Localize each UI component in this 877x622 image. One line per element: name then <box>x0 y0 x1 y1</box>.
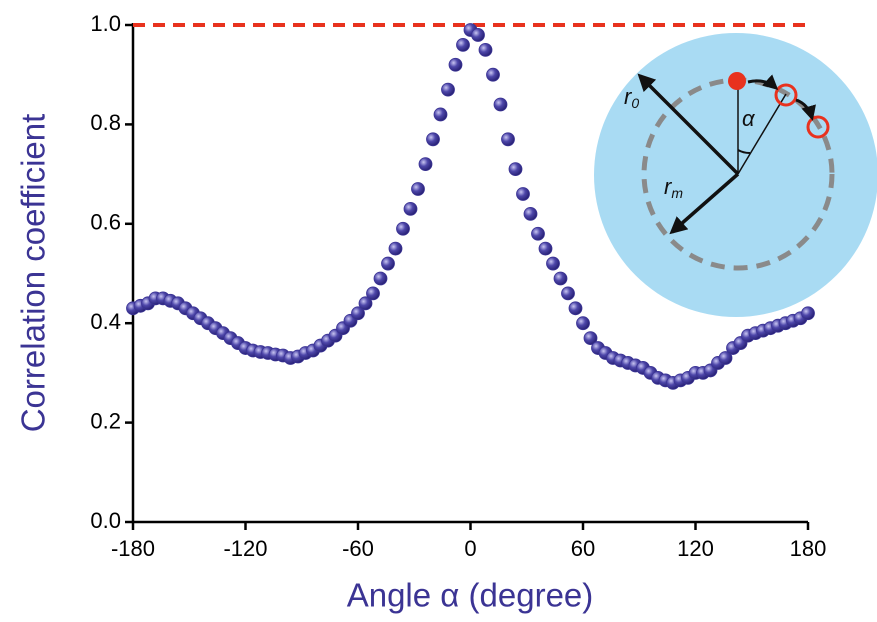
x-axis-title: Angle α (degree) <box>347 577 594 614</box>
inset-arrow <box>747 74 779 91</box>
point <box>388 241 403 256</box>
point <box>508 162 523 177</box>
inset-dot <box>774 83 798 107</box>
point <box>568 301 583 316</box>
point <box>381 256 395 271</box>
y-tick-label: 0.8 <box>90 110 121 135</box>
label-main: r <box>664 174 673 199</box>
point <box>553 271 568 286</box>
point <box>493 97 508 112</box>
x-tick-label: -120 <box>223 536 267 561</box>
point <box>531 226 545 241</box>
point <box>561 286 575 301</box>
inset-ref <box>737 93 787 175</box>
rm-arrow <box>669 172 740 235</box>
inset-dot <box>806 115 830 139</box>
inset-arrow <box>795 98 816 121</box>
x-tick-label: -180 <box>111 536 155 561</box>
label-sub: 0 <box>631 95 639 111</box>
point <box>801 306 815 321</box>
point <box>486 67 500 82</box>
x-tick-label: 180 <box>790 536 827 561</box>
point <box>373 271 388 286</box>
point <box>403 201 418 216</box>
y-tick-label: 0.2 <box>90 408 121 433</box>
point <box>433 107 448 122</box>
point <box>583 331 598 346</box>
point <box>523 206 538 221</box>
x-tick-label: 0 <box>464 536 476 561</box>
label-sub: m <box>671 185 683 201</box>
r0-arrow <box>637 73 740 176</box>
point <box>366 286 380 301</box>
y-tick-label: 0.6 <box>90 210 121 235</box>
x-tick-label: -60 <box>342 536 374 561</box>
point <box>426 132 440 147</box>
point <box>351 306 365 321</box>
inset-dot <box>728 72 746 90</box>
point <box>516 187 530 201</box>
point <box>471 28 485 42</box>
point <box>358 296 373 311</box>
y-tick-label: 1.0 <box>90 11 121 36</box>
point <box>411 182 425 196</box>
point <box>418 157 433 172</box>
inset-diagram: r0 rm α <box>594 33 877 317</box>
x-tick-label: 60 <box>571 536 595 561</box>
angle-arc <box>737 149 751 155</box>
point <box>448 57 463 72</box>
point <box>441 82 455 97</box>
point <box>396 221 410 236</box>
point <box>576 316 590 331</box>
y-tick-label: 0.0 <box>90 508 121 533</box>
x-tick-label: 120 <box>677 536 714 561</box>
point <box>456 37 470 52</box>
alpha-label: α <box>742 106 756 131</box>
y-axis-title: Correlation coefficient <box>15 114 52 433</box>
y-tick-label: 0.4 <box>90 309 121 334</box>
point <box>478 42 493 57</box>
point <box>546 256 560 271</box>
point <box>718 351 733 365</box>
label-main: r <box>624 84 633 109</box>
point <box>501 132 515 147</box>
r0-label: r0 <box>624 84 639 111</box>
point <box>538 241 553 256</box>
rm-label: rm <box>664 174 683 201</box>
